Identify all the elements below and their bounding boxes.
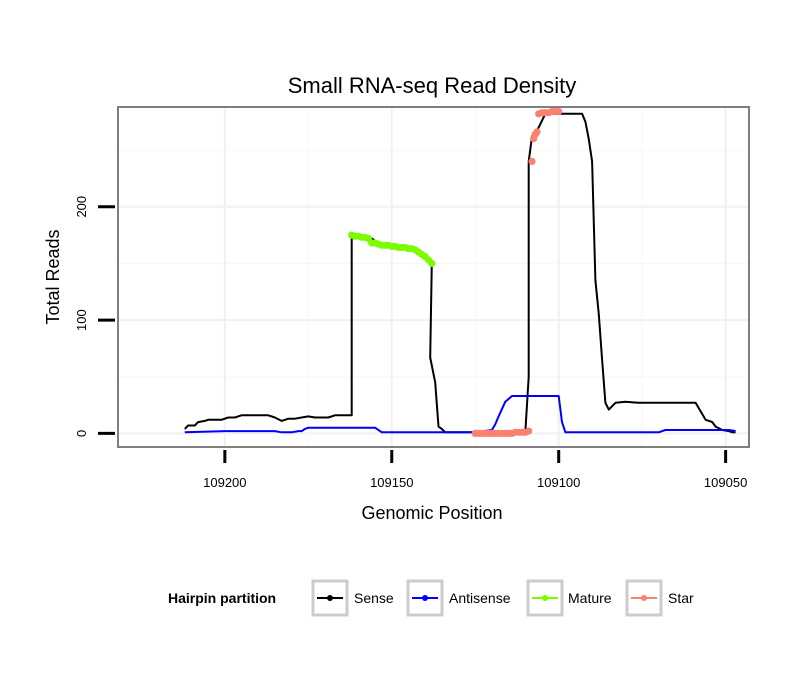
y-axis-title: Total Reads [43, 229, 63, 324]
legend-label-mature: Mature [568, 590, 612, 606]
plot-border [117, 106, 750, 448]
x-tick-label: 109050 [704, 475, 747, 490]
data-point-star [528, 157, 536, 165]
data-point-star [555, 107, 563, 116]
legend-title: Hairpin partition [168, 590, 276, 606]
legend-label-sense: Sense [354, 590, 394, 606]
legend-item-sense: Sense [311, 579, 394, 617]
series-group [184, 107, 736, 437]
y-tick-label: 0 [74, 430, 89, 437]
x-tick-label: 109100 [537, 475, 580, 490]
y-tick-label: 100 [74, 309, 89, 331]
legend-label-star: Star [668, 590, 694, 606]
y-tick-label: 200 [74, 196, 89, 218]
data-point-mature [428, 259, 436, 267]
x-tick-label: 109150 [370, 475, 413, 490]
data-point-star [525, 427, 533, 435]
x-axis-title: Genomic Position [361, 503, 502, 523]
chart-title: Small RNA-seq Read Density [288, 73, 577, 98]
x-axis: 109200 109150 109100 109050 [203, 450, 747, 490]
legend-label-antisense: Antisense [449, 590, 511, 606]
grid [118, 107, 749, 447]
x-tick-label: 109200 [203, 475, 246, 490]
legend-item-antisense: Antisense [406, 579, 511, 617]
legend-item-mature: Mature [526, 579, 612, 617]
legend: Hairpin partition Sense Antisense Mature… [168, 579, 694, 617]
plot-panel [118, 107, 749, 447]
series-line-sense [184, 112, 736, 434]
data-point-star [533, 128, 541, 136]
legend-item-star: Star [625, 579, 694, 617]
y-axis: 0 100 200 [74, 196, 115, 437]
